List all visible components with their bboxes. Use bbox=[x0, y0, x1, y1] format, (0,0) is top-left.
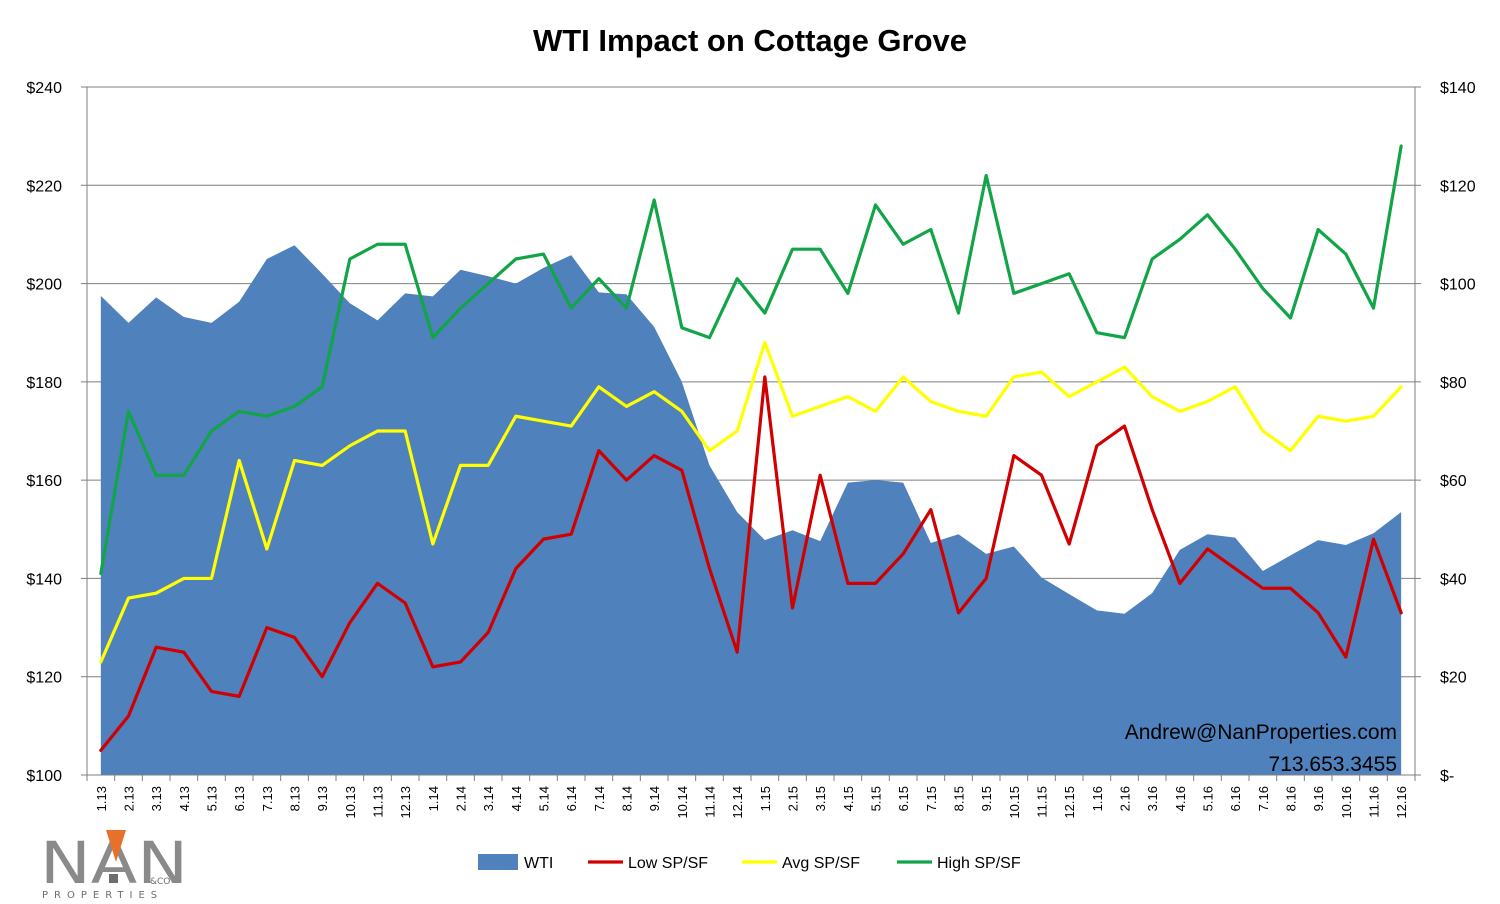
x-tick-label: 6.13 bbox=[232, 786, 247, 811]
contact-phone: 713.653.3455 bbox=[1269, 753, 1397, 776]
x-tick-label: 6.15 bbox=[896, 786, 911, 811]
x-tick-label: 1.15 bbox=[758, 786, 773, 811]
right-tick-label: $120 bbox=[1440, 178, 1476, 195]
x-tick-label: 7.13 bbox=[260, 786, 275, 811]
right-tick-label: $- bbox=[1440, 768, 1454, 785]
x-tick-label: 3.13 bbox=[149, 786, 164, 811]
x-tick-label: 12.13 bbox=[398, 786, 413, 819]
x-tick-label: 7.15 bbox=[924, 786, 939, 811]
legend-label-low: Low SP/SF bbox=[628, 855, 708, 872]
x-tick-label: 8.13 bbox=[288, 786, 303, 811]
left-tick-label: $200 bbox=[26, 277, 62, 294]
x-tick-label: 1.14 bbox=[426, 786, 441, 811]
x-tick-label: 6.14 bbox=[564, 786, 579, 811]
x-tick-label: 1.13 bbox=[94, 786, 109, 811]
right-tick-label: $40 bbox=[1440, 571, 1467, 588]
right-tick-label: $140 bbox=[1440, 80, 1476, 97]
left-tick-label: $140 bbox=[26, 571, 62, 588]
legend: WTI Low SP/SF Avg SP/SF High SP/SF bbox=[478, 854, 1021, 872]
x-tick-label: 4.13 bbox=[177, 786, 192, 811]
x-tick-label: 12.16 bbox=[1394, 786, 1409, 819]
x-tick-label: 5.13 bbox=[205, 786, 220, 811]
x-tick-label: 3.16 bbox=[1145, 786, 1160, 811]
x-tick-label: 7.14 bbox=[592, 786, 607, 811]
x-tick-label: 4.15 bbox=[841, 786, 856, 811]
legend-label-avg: Avg SP/SF bbox=[782, 855, 860, 872]
x-tick-label: 10.13 bbox=[343, 786, 358, 819]
legend-label-high: High SP/SF bbox=[937, 855, 1021, 872]
x-axis-tick-labels: 1.13 2.13 3.13 4.13 5.13 6.13 7.13 8.13 9.13 10.1… bbox=[94, 786, 1409, 819]
x-tick-label: 8.16 bbox=[1284, 786, 1299, 811]
logo-tagline: PROPERTIES bbox=[42, 890, 163, 901]
x-tick-label: 8.15 bbox=[952, 786, 967, 811]
chart-title: WTI Impact on Cottage Grove bbox=[533, 23, 967, 58]
right-tick-label: $80 bbox=[1440, 375, 1467, 392]
x-tick-label: 6.16 bbox=[1228, 786, 1243, 811]
high-sp-sf-line bbox=[99, 144, 1403, 576]
x-tick-label: 9.13 bbox=[315, 786, 330, 811]
plot-frame bbox=[81, 86, 1421, 781]
x-tick-label: 2.15 bbox=[786, 786, 801, 811]
left-tick-label: $100 bbox=[26, 768, 62, 785]
x-tick-label: 5.15 bbox=[869, 786, 884, 811]
x-tick-label: 12.14 bbox=[730, 786, 745, 819]
x-tick-label: 10.15 bbox=[1007, 786, 1022, 819]
x-tick-label: 5.14 bbox=[537, 786, 552, 811]
x-tick-label: 2.14 bbox=[454, 786, 469, 811]
x-tick-label: 7.16 bbox=[1256, 786, 1271, 811]
x-tick-label: 11.13 bbox=[371, 786, 386, 818]
logo-window-icon bbox=[109, 874, 118, 883]
x-tick-label: 10.14 bbox=[675, 786, 690, 819]
x-tick-label: 9.14 bbox=[647, 786, 662, 811]
x-tick-label: 11.14 bbox=[703, 786, 718, 818]
x-tick-label: 5.16 bbox=[1201, 786, 1216, 811]
x-tick-label: 4.16 bbox=[1173, 786, 1188, 811]
legend-label-wti: WTI bbox=[524, 855, 553, 872]
x-tick-label: 9.15 bbox=[979, 786, 994, 811]
avg-sp-sf-line bbox=[99, 340, 1403, 664]
left-tick-label: $180 bbox=[26, 375, 62, 392]
wti-area-series bbox=[100, 245, 1402, 776]
x-tick-label: 12.15 bbox=[1062, 786, 1077, 819]
x-tick-label: 9.16 bbox=[1311, 786, 1326, 811]
x-tick-label: 2.13 bbox=[122, 786, 137, 811]
x-tick-label: 8.14 bbox=[620, 786, 635, 811]
low-sp-sf-line bbox=[99, 375, 1403, 753]
wti-area bbox=[100, 245, 1402, 776]
x-tick-label: 11.16 bbox=[1367, 786, 1382, 818]
left-axis-tick-labels: $100 $120 $140 $160 $180 $200 $220 $240 bbox=[26, 80, 62, 785]
contact-email: Andrew@NanProperties.com bbox=[1125, 721, 1397, 744]
x-tick-label: 1.16 bbox=[1090, 786, 1105, 811]
right-tick-label: $100 bbox=[1440, 277, 1476, 294]
logo-roof-icon bbox=[106, 830, 126, 862]
left-tick-label: $240 bbox=[26, 80, 62, 97]
left-tick-label: $160 bbox=[26, 473, 62, 490]
company-logo: NAN &CO PROPERTIES bbox=[40, 829, 188, 901]
left-tick-label: $220 bbox=[26, 178, 62, 195]
x-tick-label: 3.15 bbox=[813, 786, 828, 811]
right-axis-tick-labels: $- $20 $40 $60 $80 $100 $120 $140 bbox=[1440, 80, 1476, 785]
right-tick-label: $60 bbox=[1440, 473, 1467, 490]
x-tick-label: 3.14 bbox=[481, 786, 496, 811]
x-tick-label: 2.16 bbox=[1118, 786, 1133, 811]
line-series bbox=[99, 144, 1403, 753]
x-tick-label: 4.14 bbox=[509, 786, 524, 811]
right-tick-label: $20 bbox=[1440, 670, 1467, 687]
left-tick-label: $120 bbox=[26, 670, 62, 687]
logo-suffix: &CO bbox=[150, 877, 170, 887]
x-tick-label: 10.16 bbox=[1339, 786, 1354, 819]
legend-swatch-wti bbox=[478, 854, 518, 870]
x-tick-label: 11.15 bbox=[1035, 786, 1050, 818]
